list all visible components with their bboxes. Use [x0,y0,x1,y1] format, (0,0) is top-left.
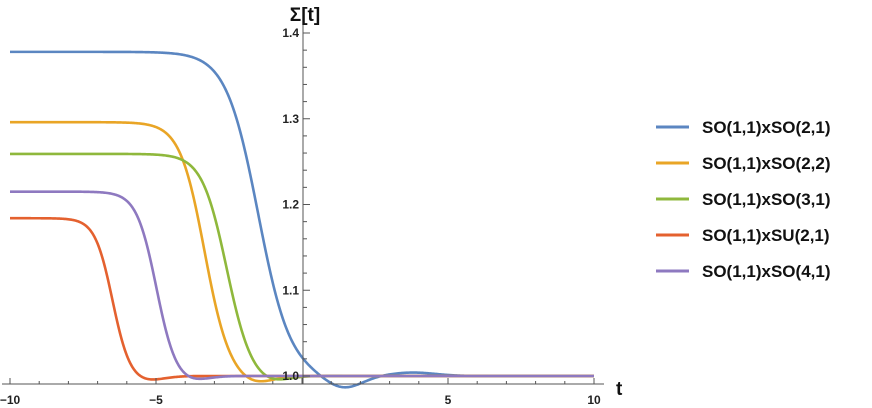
series-line-1 [9,50,595,389]
y-tick-label: 1.0 [282,369,299,383]
x-ticks: −10 −5 5 10 [0,378,601,407]
y-tick-label: 1.1 [282,283,299,297]
x-axis-title: t [616,379,623,400]
x-tick-label: −5 [149,393,163,407]
plot-lines [9,50,595,389]
y-axis-title: Σ[t] [290,5,320,26]
legend: SO(1,1)xSO(2,1) SO(1,1)xSO(2,2) SO(1,1)xSO… [656,118,831,281]
series-line-2 [9,120,595,383]
y-tick-label: 1.2 [282,198,299,212]
y-tick-label: 1.4 [282,26,299,40]
x-tick-label: 5 [445,393,452,407]
axes: −10 −5 5 10 1.0 1.1 1.2 1.3 1.4 [0,22,604,407]
series-line-3 [9,152,595,381]
x-tick-label: 10 [587,393,601,407]
legend-label: SO(1,1)xSO(2,1) [702,118,831,137]
legend-label: SO(1,1)xSU(2,1) [702,226,830,245]
y-tick-label: 1.3 [282,112,299,126]
legend-label: SO(1,1)xSO(2,2) [702,154,831,173]
y-ticks: 1.0 1.1 1.2 1.3 1.4 [282,26,310,383]
legend-label: SO(1,1)xSO(3,1) [702,190,831,209]
x-tick-label: −10 [0,393,21,407]
legend-label: SO(1,1)xSO(4,1) [702,262,831,281]
series-line-5 [9,190,595,381]
